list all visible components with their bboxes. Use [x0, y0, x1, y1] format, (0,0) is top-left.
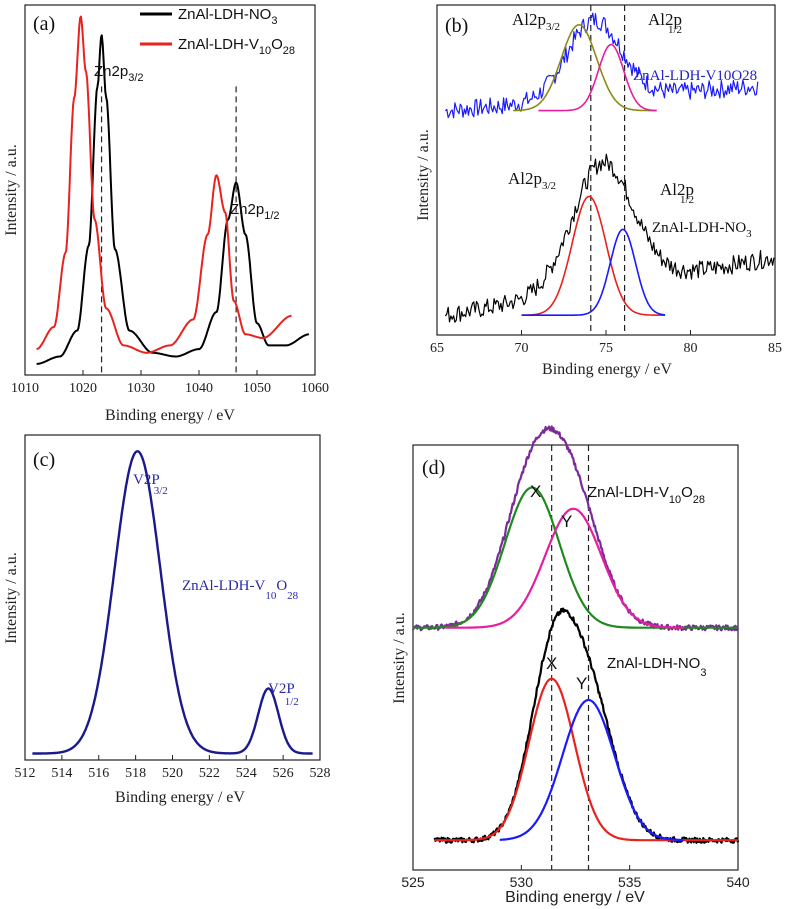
- panel-b-label: (b): [445, 15, 468, 37]
- x-tick-label: 80: [684, 341, 698, 356]
- c-peak-label-v2p12: V2P 1/2: [268, 681, 299, 708]
- b-sample-label-no3: ZnAl-LDH-NO3: [652, 220, 752, 240]
- x-tick-label: 528: [310, 766, 331, 781]
- d-sample-label-v10o28: ZnAl-LDH-V10O28: [588, 484, 705, 506]
- panel-a-label: (a): [33, 13, 55, 35]
- x-tick-label: 530: [510, 874, 534, 890]
- panel-a-x-ticks: 1010 1020 1030 1040 1050 1060: [11, 370, 329, 396]
- d-letter-y-top: Y: [561, 512, 572, 531]
- panel-c: 512 514 516 518 520 522 524 526 528 (c) V2P 3/2 V…: [3, 434, 331, 806]
- x-tick-label: 525: [401, 874, 425, 890]
- x-tick-label: 518: [125, 766, 146, 781]
- fit-peak-line: [445, 507, 685, 629]
- x-tick-label: 512: [15, 766, 36, 781]
- panel-d-ylabel: Intensity / a.u.: [391, 612, 408, 704]
- series-line: [36, 15, 292, 354]
- raw-spectrum-line: [444, 12, 759, 119]
- d-letter-x-top: X: [530, 482, 541, 501]
- peak-label-zn2p32: Zn2p3/2: [94, 63, 144, 84]
- panel-d-xlabel: Binding energy / eV: [505, 889, 645, 906]
- x-tick-label: 516: [88, 766, 109, 781]
- d-sample-label-no3: ZnAl-LDH-NO3: [607, 655, 706, 679]
- panel-c-x-ticks: 512 514 516 518 520 522 524 526 528: [15, 755, 331, 781]
- fit-peak-line: [412, 486, 739, 629]
- series-line: [31, 450, 314, 755]
- peak-label-zn2p12: Zn2p1/2: [230, 201, 280, 222]
- x-tick-label: 1040: [185, 381, 213, 396]
- panel-b-plot: [444, 5, 775, 335]
- panel-d: 525 530 535 540 (d) X Y X Y ZnAl-LDH-V10O28…: [391, 425, 750, 906]
- fit-peak-line: [538, 43, 657, 112]
- b-label-al2p32-top: Al2p3/2: [512, 10, 560, 33]
- raw-spectrum-line: [444, 153, 775, 323]
- b-label-al2p32-bottom: Al2p3/2: [508, 169, 556, 192]
- raw-spectrum-line: [411, 425, 740, 632]
- panel-b-x-ticks: 65 70 75 80 85: [430, 330, 782, 356]
- b-label-al2p12-top: Al2p 1/2: [648, 10, 682, 36]
- fit-peak-line: [499, 698, 684, 842]
- panel-c-xlabel: Binding energy / eV: [115, 789, 245, 806]
- c-sample-label: ZnAl-LDH-V10O28: [182, 578, 299, 602]
- x-tick-label: 1010: [11, 381, 39, 396]
- panel-d-x-ticks: 525 530 535 540: [401, 865, 750, 890]
- x-tick-label: 70: [515, 341, 529, 356]
- x-tick-label: 75: [599, 341, 613, 356]
- d-letter-y-bottom: Y: [576, 674, 587, 693]
- x-tick-label: 535: [618, 874, 642, 890]
- series-line: [36, 34, 310, 365]
- panel-a-ylabel: Intensity / a.u.: [3, 144, 20, 236]
- x-tick-label: 1050: [243, 381, 271, 396]
- x-tick-label: 526: [273, 766, 294, 781]
- panel-a-plot: [36, 15, 310, 375]
- panel-a-frame: [24, 4, 316, 376]
- panel-d-frame: [412, 444, 739, 871]
- x-tick-label: 520: [162, 766, 183, 781]
- panel-d-label: (d): [422, 457, 445, 479]
- b-label-al2p12-bottom: Al2p 1/2: [660, 180, 694, 206]
- x-tick-label: 524: [236, 766, 257, 781]
- x-tick-label: 85: [768, 341, 782, 356]
- fit-peak-line: [434, 677, 739, 842]
- fit-peak-line: [513, 24, 657, 112]
- x-tick-label: 1030: [127, 381, 155, 396]
- panel-b-xlabel: Binding energy / eV: [542, 361, 672, 378]
- panel-b-frame: [436, 4, 776, 336]
- raw-spectrum-line: [433, 607, 740, 844]
- legend-label-no3: ZnAl-LDH-NO3: [178, 6, 277, 27]
- x-tick-label: 65: [430, 341, 444, 356]
- legend-label-v10o28: ZnAl-LDH-V10O28: [178, 36, 295, 57]
- panel-a-legend: ZnAl-LDH-NO3 ZnAl-LDH-V10O28: [140, 6, 295, 57]
- x-tick-label: 1020: [69, 381, 97, 396]
- b-sample-label-v10o28: ZnAl-LDH-V10O28: [633, 68, 757, 84]
- panel-b: 65 70 75 80 85 (b) Al2p3/2 Al2p 1/2 ZnAl-LDH-…: [415, 4, 782, 378]
- panel-c-plot: [31, 450, 314, 755]
- panel-a-xlabel: Binding energy / eV: [105, 407, 235, 424]
- panel-a: 1010 1020 1030 1040 1050 1060 (a) ZnAl-LDH-NO…: [3, 4, 329, 424]
- x-tick-label: 522: [199, 766, 220, 781]
- panel-c-ylabel: Intensity / a.u.: [3, 552, 20, 644]
- panel-d-plot: [411, 425, 740, 870]
- x-tick-label: 514: [51, 766, 72, 781]
- c-peak-label-v2p32: V2P 3/2: [133, 472, 168, 497]
- fit-peak-line: [521, 195, 666, 316]
- x-tick-label: 1060: [301, 381, 329, 396]
- d-letter-x-bottom: X: [546, 654, 557, 673]
- x-tick-label: 540: [726, 874, 750, 890]
- panel-c-label: (c): [33, 449, 55, 471]
- panel-b-ylabel: Intensity / a.u.: [415, 129, 432, 221]
- fit-peak-line: [521, 228, 666, 316]
